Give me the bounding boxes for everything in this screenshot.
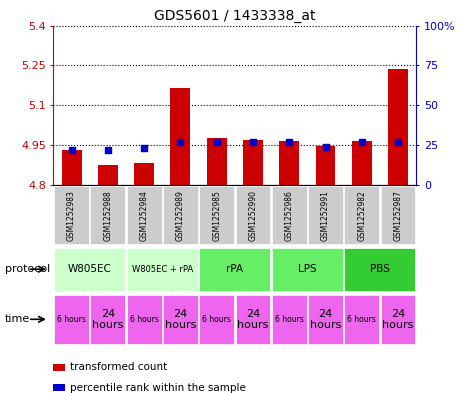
Text: 6 hours: 6 hours: [347, 315, 376, 324]
Bar: [236, 186, 270, 244]
Text: percentile rank within the sample: percentile rank within the sample: [70, 383, 246, 393]
Bar: [345, 186, 379, 244]
Bar: [388, 69, 408, 185]
Bar: [54, 248, 125, 291]
Bar: [91, 295, 125, 344]
Bar: [171, 88, 190, 185]
Text: GSM1252990: GSM1252990: [248, 190, 258, 241]
Bar: [352, 141, 372, 185]
Bar: [199, 295, 234, 344]
Text: GSM1252988: GSM1252988: [103, 190, 113, 241]
Text: GSM1252986: GSM1252986: [285, 190, 294, 241]
Text: time: time: [5, 314, 30, 324]
Text: GSM1252987: GSM1252987: [393, 190, 403, 241]
Bar: [272, 186, 306, 244]
Point: [286, 139, 293, 145]
Point: [140, 145, 148, 151]
Text: 6 hours: 6 hours: [202, 315, 231, 324]
Point: [249, 139, 257, 145]
Bar: [381, 295, 415, 344]
Point: [322, 143, 329, 150]
Text: GSM1252991: GSM1252991: [321, 190, 330, 241]
Text: W805EC: W805EC: [68, 264, 112, 274]
Text: GSM1252985: GSM1252985: [212, 190, 221, 241]
Point: [68, 147, 75, 153]
Bar: [98, 165, 118, 185]
Bar: [54, 295, 89, 344]
Text: GSM1252989: GSM1252989: [176, 190, 185, 241]
Bar: [345, 248, 415, 291]
Bar: [91, 186, 125, 244]
Text: 6 hours: 6 hours: [57, 315, 86, 324]
Text: GSM1252982: GSM1252982: [357, 190, 366, 241]
Text: 24
hours: 24 hours: [310, 309, 341, 330]
Bar: [199, 248, 270, 291]
Point: [358, 139, 365, 145]
Bar: [62, 150, 81, 185]
Bar: [54, 186, 89, 244]
Text: W805EC + rPA: W805EC + rPA: [132, 265, 193, 274]
Bar: [308, 186, 343, 244]
Text: rPA: rPA: [226, 264, 243, 274]
Text: 24
hours: 24 hours: [92, 309, 124, 330]
Text: protocol: protocol: [5, 264, 50, 274]
Text: 6 hours: 6 hours: [275, 315, 304, 324]
Bar: [127, 248, 198, 291]
Text: 24
hours: 24 hours: [237, 309, 269, 330]
Title: GDS5601 / 1433338_at: GDS5601 / 1433338_at: [154, 9, 316, 23]
Bar: [236, 295, 270, 344]
Text: 24
hours: 24 hours: [165, 309, 196, 330]
Bar: [163, 186, 198, 244]
Text: PBS: PBS: [370, 264, 390, 274]
Text: transformed count: transformed count: [70, 362, 167, 373]
Bar: [207, 138, 226, 185]
Bar: [127, 295, 161, 344]
Bar: [308, 295, 343, 344]
Bar: [316, 146, 335, 185]
Bar: [272, 295, 306, 344]
Point: [177, 139, 184, 145]
Bar: [163, 295, 198, 344]
Text: LPS: LPS: [298, 264, 317, 274]
Bar: [134, 163, 154, 185]
Bar: [345, 295, 379, 344]
Bar: [279, 141, 299, 185]
Bar: [243, 140, 263, 185]
Bar: [199, 186, 234, 244]
Text: 24
hours: 24 hours: [382, 309, 414, 330]
Text: GSM1252984: GSM1252984: [140, 190, 149, 241]
Bar: [272, 248, 343, 291]
Text: 6 hours: 6 hours: [130, 315, 159, 324]
Point: [104, 147, 112, 153]
Point: [213, 139, 220, 145]
Bar: [381, 186, 415, 244]
Bar: [127, 186, 161, 244]
Text: GSM1252983: GSM1252983: [67, 190, 76, 241]
Point: [394, 139, 402, 145]
